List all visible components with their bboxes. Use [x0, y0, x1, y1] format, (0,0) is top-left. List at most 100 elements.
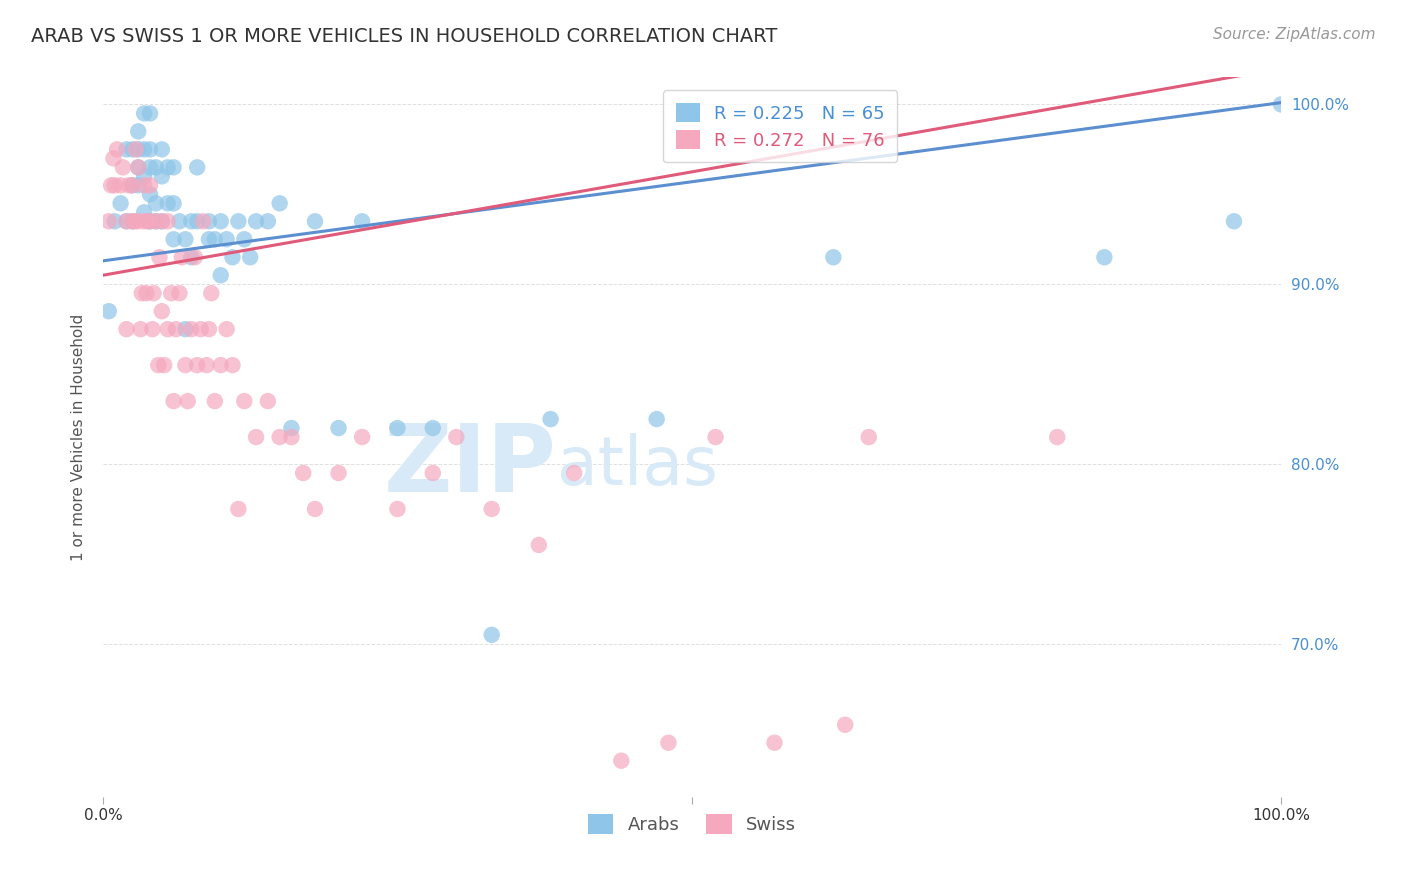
Point: [177, 394, 200, 409]
Point: [186, 358, 208, 372]
Point: [142, 286, 165, 301]
Point: [145, 214, 167, 228]
Point: [562, 466, 585, 480]
Point: [1092, 250, 1115, 264]
Point: [174, 322, 197, 336]
Point: [121, 214, 143, 228]
Point: [127, 124, 149, 138]
Point: [239, 250, 262, 264]
Point: [186, 161, 208, 175]
Point: [139, 187, 162, 202]
Point: [209, 358, 232, 372]
Point: [156, 161, 179, 175]
Point: [139, 178, 162, 193]
Point: [180, 214, 202, 228]
Legend: R = 0.225   N = 65, R = 0.272   N = 76: R = 0.225 N = 65, R = 0.272 N = 76: [664, 90, 897, 162]
Point: [148, 358, 170, 372]
Point: [134, 214, 156, 228]
Point: [145, 214, 167, 228]
Point: [233, 232, 256, 246]
Point: [150, 214, 173, 228]
Point: [186, 214, 208, 228]
Point: [134, 205, 156, 219]
Point: [245, 214, 267, 228]
Point: [180, 250, 202, 264]
Text: Source: ZipAtlas.com: Source: ZipAtlas.com: [1212, 27, 1375, 42]
Point: [328, 466, 350, 480]
Point: [352, 430, 374, 444]
Point: [1270, 97, 1292, 112]
Point: [136, 214, 159, 228]
Point: [228, 214, 250, 228]
Point: [257, 394, 280, 409]
Point: [228, 502, 250, 516]
Point: [763, 736, 786, 750]
Point: [139, 214, 162, 228]
Point: [115, 214, 138, 228]
Y-axis label: 1 or more Vehicles in Household: 1 or more Vehicles in Household: [72, 313, 86, 561]
Point: [174, 232, 197, 246]
Point: [257, 214, 280, 228]
Point: [1223, 214, 1246, 228]
Point: [1046, 430, 1069, 444]
Point: [481, 502, 503, 516]
Point: [139, 142, 162, 156]
Point: [198, 214, 221, 228]
Point: [198, 232, 221, 246]
Point: [169, 214, 191, 228]
Point: [104, 214, 127, 228]
Point: [446, 430, 468, 444]
Point: [221, 250, 243, 264]
Point: [162, 394, 184, 409]
Point: [162, 232, 184, 246]
Point: [115, 322, 138, 336]
Point: [209, 214, 232, 228]
Point: [170, 250, 193, 264]
Point: [127, 214, 149, 228]
Point: [352, 214, 374, 228]
Point: [304, 214, 326, 228]
Point: [245, 430, 267, 444]
Point: [134, 106, 156, 120]
Point: [139, 161, 162, 175]
Point: [204, 394, 226, 409]
Point: [127, 161, 149, 175]
Point: [127, 161, 149, 175]
Point: [156, 322, 179, 336]
Point: [135, 286, 157, 301]
Point: [328, 421, 350, 435]
Point: [118, 178, 141, 193]
Point: [190, 322, 212, 336]
Point: [134, 142, 156, 156]
Point: [160, 286, 183, 301]
Point: [823, 250, 845, 264]
Point: [97, 214, 120, 228]
Point: [704, 430, 727, 444]
Point: [139, 214, 162, 228]
Point: [111, 161, 134, 175]
Point: [215, 232, 238, 246]
Point: [292, 466, 315, 480]
Point: [387, 502, 409, 516]
Text: ZIP: ZIP: [384, 420, 557, 512]
Point: [148, 250, 170, 264]
Point: [422, 466, 444, 480]
Point: [858, 430, 880, 444]
Point: [269, 430, 291, 444]
Point: [121, 178, 143, 193]
Point: [129, 322, 152, 336]
Point: [645, 412, 668, 426]
Point: [110, 178, 132, 193]
Point: [153, 358, 176, 372]
Point: [610, 754, 633, 768]
Point: [156, 214, 179, 228]
Point: [215, 322, 238, 336]
Point: [121, 214, 143, 228]
Point: [134, 169, 156, 184]
Point: [141, 322, 163, 336]
Point: [527, 538, 550, 552]
Text: ARAB VS SWISS 1 OR MORE VEHICLES IN HOUSEHOLD CORRELATION CHART: ARAB VS SWISS 1 OR MORE VEHICLES IN HOUS…: [31, 27, 778, 45]
Point: [150, 214, 173, 228]
Point: [209, 268, 232, 283]
Point: [115, 214, 138, 228]
